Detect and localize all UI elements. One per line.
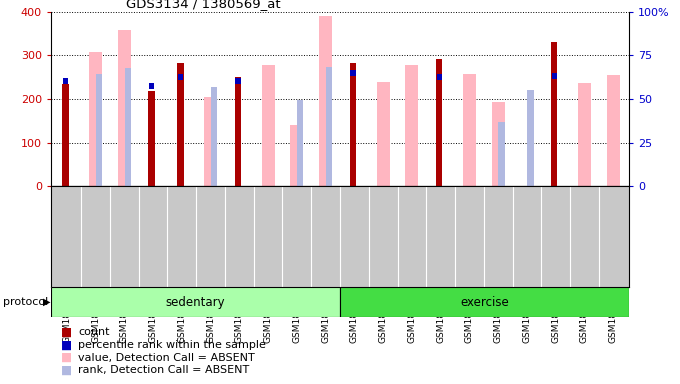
- Bar: [148, 91, 155, 186]
- Bar: [498, 122, 505, 186]
- Bar: [211, 87, 217, 186]
- Bar: [350, 70, 356, 76]
- Bar: [89, 52, 102, 186]
- Bar: [377, 82, 390, 186]
- Bar: [96, 74, 102, 186]
- Bar: [340, 287, 629, 317]
- Bar: [551, 42, 558, 186]
- Bar: [290, 125, 303, 186]
- Bar: [405, 65, 418, 186]
- Text: count: count: [78, 327, 109, 337]
- Bar: [350, 63, 356, 186]
- Bar: [437, 74, 442, 79]
- Bar: [319, 16, 332, 186]
- Bar: [149, 83, 154, 89]
- Text: exercise: exercise: [460, 296, 509, 308]
- Bar: [124, 68, 131, 186]
- Text: percentile rank within the sample: percentile rank within the sample: [78, 340, 266, 350]
- Bar: [551, 73, 557, 79]
- Text: sedentary: sedentary: [166, 296, 225, 308]
- Bar: [578, 83, 591, 186]
- Bar: [235, 78, 241, 186]
- Text: rank, Detection Call = ABSENT: rank, Detection Call = ABSENT: [78, 365, 250, 375]
- Bar: [177, 63, 184, 186]
- Bar: [527, 90, 534, 186]
- Text: ■: ■: [61, 326, 72, 339]
- Bar: [262, 65, 275, 186]
- Text: protocol: protocol: [3, 297, 49, 307]
- Bar: [62, 84, 69, 186]
- Bar: [235, 78, 241, 84]
- Bar: [436, 59, 443, 186]
- Bar: [51, 287, 340, 317]
- Bar: [63, 78, 68, 84]
- Bar: [326, 68, 333, 186]
- Bar: [204, 97, 217, 186]
- Bar: [177, 74, 183, 79]
- Bar: [607, 75, 619, 186]
- Text: ■: ■: [61, 364, 72, 377]
- Bar: [492, 103, 505, 186]
- Text: ■: ■: [61, 351, 72, 364]
- Bar: [463, 74, 476, 186]
- Bar: [297, 100, 303, 186]
- Text: ■: ■: [61, 338, 72, 351]
- Text: ▶: ▶: [43, 297, 50, 307]
- Text: value, Detection Call = ABSENT: value, Detection Call = ABSENT: [78, 353, 255, 362]
- Bar: [118, 30, 131, 186]
- Text: GDS3134 / 1380569_at: GDS3134 / 1380569_at: [126, 0, 281, 10]
